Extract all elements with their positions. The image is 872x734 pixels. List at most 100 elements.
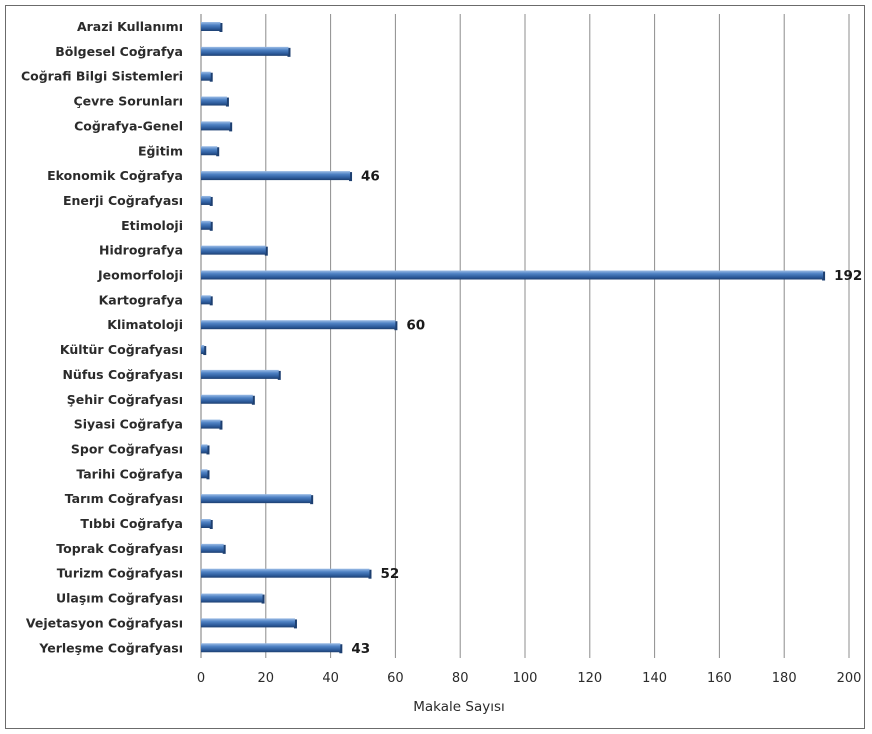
bar (201, 71, 211, 81)
bar (201, 171, 351, 181)
bar-depth (229, 122, 233, 132)
category-label: Etimoloji (121, 218, 183, 233)
bar (201, 643, 341, 653)
bar (201, 543, 224, 553)
bar-depth (206, 445, 210, 455)
x-tick-label: 160 (707, 671, 732, 686)
bar (201, 195, 211, 205)
category-label: Kültür Coğrafyası (60, 342, 183, 357)
data-labels: 46 192 60 52 43 (351, 169, 862, 657)
bar (201, 146, 218, 156)
category-labels: Arazi Kullanımı Bölgesel Coğrafya Coğrafi … (21, 19, 183, 655)
x-tick-label: 180 (772, 671, 797, 686)
category-label: Arazi Kullanımı (77, 19, 183, 34)
x-tick-label: 200 (837, 671, 862, 686)
category-label: Coğrafya-Genel (74, 118, 183, 133)
bar (201, 245, 266, 255)
category-label: Enerji Coğrafyası (63, 193, 183, 208)
bar (201, 22, 221, 31)
bar-depth (251, 395, 255, 405)
category-label: Vejetasyon Coğrafyası (26, 615, 183, 630)
bar (201, 369, 279, 379)
category-label: Turizm Coğrafyası (57, 566, 183, 581)
x-tick-label: 120 (577, 671, 602, 686)
x-axis-title: Makale Sayısı (413, 699, 505, 715)
bar (201, 519, 211, 528)
category-label: Tarihi Coğrafya (76, 466, 183, 481)
category-label: Eğitim (138, 143, 183, 158)
x-tick-label: 0 (197, 671, 205, 686)
category-label: Coğrafi Bilgi Sistemleri (21, 69, 183, 84)
category-label: Toprak Coğrafyası (56, 541, 183, 556)
gridlines (200, 14, 850, 658)
category-label: Jeomorfoloji (97, 268, 183, 283)
bar-depth (209, 196, 213, 206)
category-label: Tıbbi Coğrafya (80, 516, 183, 531)
bar (201, 568, 370, 578)
bar-depth (264, 246, 268, 256)
bars (201, 22, 826, 654)
bar-depth (261, 594, 265, 604)
bar-depth (209, 296, 213, 306)
bar-depth (219, 420, 223, 430)
bar (201, 121, 231, 131)
category-label: Tarım Coğrafyası (65, 491, 183, 506)
bar-depth (293, 619, 297, 629)
bar-depth (203, 346, 207, 356)
bar (201, 394, 253, 404)
category-label: Spor Coğrafyası (71, 441, 183, 456)
category-label: Hidrografya (99, 243, 183, 258)
data-label: 43 (351, 641, 370, 657)
data-label: 52 (380, 566, 399, 582)
data-label: 192 (834, 268, 862, 284)
chart-frame: Arazi Kullanımı Bölgesel Coğrafya Coğrafi … (5, 5, 865, 729)
x-tick-labels: 0 20 40 60 80 100 120 140 160 180 200 (197, 671, 862, 686)
bar-depth (222, 544, 226, 554)
bar-depth (287, 47, 291, 57)
bar (201, 419, 221, 429)
category-label: Nüfus Coğrafyası (62, 367, 183, 382)
data-label: 46 (361, 169, 380, 185)
bar (201, 320, 396, 330)
x-tick-label: 60 (387, 671, 404, 686)
bar (201, 46, 289, 56)
bar (201, 96, 227, 106)
bar-depth (394, 321, 398, 331)
bar-depth (822, 271, 826, 281)
bar (201, 345, 205, 355)
category-label: Kartografya (99, 292, 183, 307)
category-label: Ekonomik Coğrafya (47, 168, 183, 183)
bar (201, 618, 295, 628)
x-tick-label: 80 (452, 671, 469, 686)
bar-depth (206, 470, 210, 480)
bar-depth (349, 172, 353, 182)
bar (201, 220, 211, 230)
bar-depth (225, 97, 229, 107)
bar-chart: Arazi Kullanımı Bölgesel Coğrafya Coğrafi … (21, 14, 862, 715)
bar (201, 469, 208, 479)
bar-depth (310, 495, 314, 505)
bar-depth (209, 221, 213, 231)
x-tick-label: 40 (322, 671, 339, 686)
category-label: Bölgesel Coğrafya (55, 44, 183, 59)
category-label: Şehir Coğrafyası (67, 392, 183, 407)
bar-depth (339, 644, 343, 654)
bar (201, 270, 824, 280)
category-label: Çevre Sorunları (73, 94, 183, 109)
bar-depth (368, 569, 372, 579)
x-tick-label: 20 (258, 671, 275, 686)
category-label: Ulaşım Coğrafyası (56, 591, 183, 606)
category-label: Klimatoloji (107, 317, 183, 332)
x-tick-label: 100 (513, 671, 538, 686)
x-tick-label: 140 (642, 671, 667, 686)
bar-depth (209, 72, 213, 82)
bar (201, 444, 208, 454)
bar-depth (216, 147, 220, 157)
bar-depth (277, 370, 281, 380)
category-label: Yerleşme Coğrafyası (38, 640, 183, 655)
bar-depth (209, 520, 213, 529)
bar (201, 494, 312, 504)
bar (201, 295, 211, 305)
bar (201, 593, 263, 603)
category-label: Siyasi Coğrafya (74, 417, 183, 432)
